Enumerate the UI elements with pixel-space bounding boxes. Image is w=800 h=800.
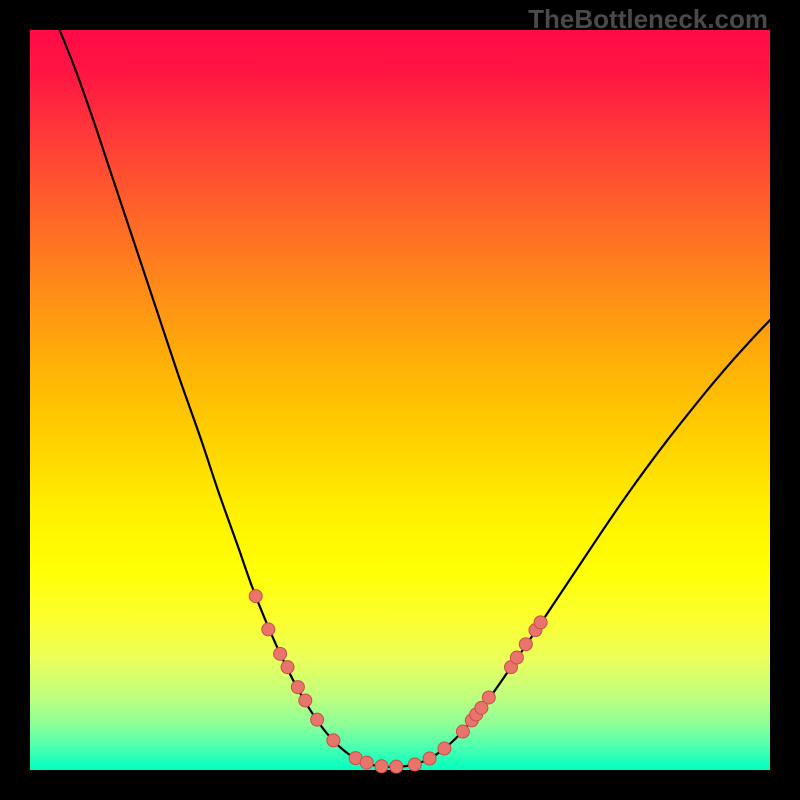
data-marker (519, 638, 532, 651)
data-marker (456, 725, 469, 738)
data-marker (510, 651, 523, 664)
data-marker (423, 752, 436, 765)
data-marker (262, 623, 275, 636)
bottleneck-curve (60, 30, 770, 767)
data-marker (408, 758, 421, 771)
chart-frame: TheBottleneck.com (0, 0, 800, 800)
data-marker (299, 694, 312, 707)
data-marker (482, 691, 495, 704)
plot-area (30, 30, 770, 770)
data-marker (311, 713, 324, 726)
data-marker (281, 661, 294, 674)
watermark-text: TheBottleneck.com (528, 4, 768, 35)
data-marker (291, 681, 304, 694)
curve-layer (30, 30, 770, 770)
data-marker (375, 760, 388, 773)
data-marker (249, 590, 262, 603)
data-marker (438, 742, 451, 755)
data-marker (390, 760, 403, 773)
data-marker (327, 734, 340, 747)
data-marker (534, 616, 547, 629)
data-marker (360, 756, 373, 769)
data-marker (274, 647, 287, 660)
